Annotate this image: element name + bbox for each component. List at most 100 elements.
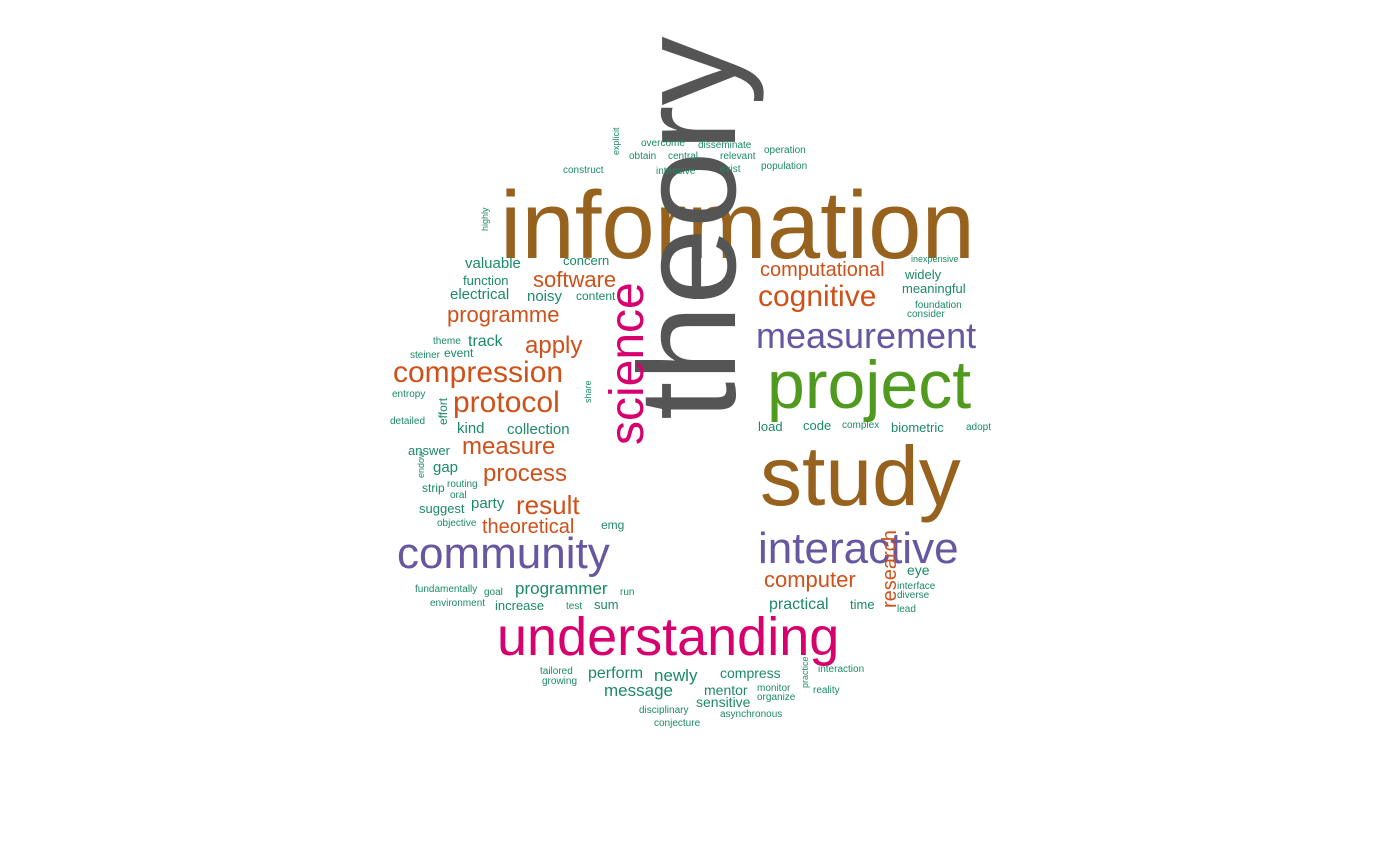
word-computer: computer (764, 567, 856, 592)
word-disseminate: disseminate (698, 140, 752, 151)
word-growing: growing (542, 676, 577, 687)
word-endow: endow (416, 451, 426, 478)
word-measurement: measurement (756, 315, 976, 356)
word-apply: apply (525, 332, 582, 359)
word-routing: routing (447, 479, 478, 490)
word-theory: theory (611, 36, 765, 420)
word-software: software (533, 267, 616, 292)
word-detailed: detailed (390, 416, 425, 427)
word-eye: eye (907, 562, 930, 578)
word-share: share (583, 380, 593, 403)
word-practice: practice (800, 656, 810, 688)
word-code: code (803, 418, 831, 433)
word-research: research (879, 530, 901, 608)
word-inexpensive: inexpensive (911, 254, 959, 264)
word-community: community (397, 529, 610, 578)
word-time: time (850, 597, 875, 612)
word-strip: strip (422, 481, 445, 495)
word-entropy: entropy (392, 389, 425, 400)
word-tailored: tailored (540, 666, 573, 677)
word-load: load (758, 419, 783, 434)
word-meaningful: meaningful (902, 281, 966, 296)
word-protocol: protocol (453, 386, 560, 419)
word-collection: collection (507, 421, 570, 438)
word-content: content (576, 289, 616, 303)
word-oral: oral (450, 490, 467, 501)
word-highly: highly (480, 207, 490, 231)
word-run: run (620, 587, 634, 598)
word-organize: organize (757, 692, 796, 703)
word-computational: computational (760, 259, 885, 281)
word-electrical: electrical (450, 286, 509, 303)
word-steiner: steiner (410, 350, 441, 361)
word-asynchronous: asynchronous (720, 709, 782, 720)
word-programmer: programmer (515, 579, 608, 598)
word-relevant: relevant (720, 151, 756, 162)
word-central: central (668, 151, 698, 162)
word-obtain: obtain (629, 151, 656, 162)
word-message: message (604, 681, 673, 700)
word-perform: perform (588, 665, 643, 682)
word-track: track (468, 333, 504, 350)
word-adopt: adopt (966, 422, 991, 433)
word-interaction: interaction (818, 664, 864, 675)
word-explicit: explicit (611, 127, 621, 155)
word-gap: gap (433, 459, 458, 476)
word-concern: concern (563, 253, 609, 268)
word-study: study (760, 429, 961, 523)
word-answer: answer (408, 443, 451, 458)
word-disciplinary: disciplinary (639, 705, 688, 716)
word-sum: sum (594, 597, 619, 612)
word-compression: compression (393, 356, 563, 389)
word-interactive: interactive (758, 524, 959, 573)
word-information: information (500, 172, 975, 279)
word-measure: measure (462, 433, 555, 460)
word-increase: increase (495, 598, 544, 613)
word-test: test (566, 601, 582, 612)
word-understanding: understanding (497, 607, 839, 667)
word-emg: emg (601, 518, 624, 532)
word-cognitive: cognitive (758, 280, 876, 313)
word-environment: environment (430, 598, 485, 609)
word-effort: effort (436, 397, 450, 425)
word-operation: operation (764, 145, 806, 156)
word-objective: objective (437, 518, 477, 529)
word-function: function (463, 273, 509, 288)
word-kind: kind (457, 420, 485, 437)
word-exist: exist (720, 164, 741, 175)
word-overcome: overcome (641, 138, 685, 149)
word-practical: practical (769, 596, 829, 613)
word-widely: widely (904, 267, 942, 282)
word-consider: consider (907, 309, 945, 320)
word-sensitive: sensitive (696, 694, 751, 710)
word-interface: interface (897, 581, 936, 592)
word-diverse: diverse (897, 590, 930, 601)
word-population: population (761, 161, 807, 172)
word-foundation: foundation (915, 300, 962, 311)
word-programme: programme (447, 302, 559, 327)
word-result: result (516, 490, 580, 520)
word-science: science (601, 282, 654, 445)
word-goal: goal (484, 587, 503, 598)
word-suggest: suggest (419, 501, 465, 516)
word-reality: reality (813, 685, 840, 696)
word-project: project (767, 347, 971, 423)
word-process: process (483, 460, 567, 487)
word-noisy: noisy (527, 288, 563, 305)
word-theoretical: theoretical (482, 516, 574, 538)
word-mentor: mentor (704, 682, 748, 698)
word-biometric: biometric (891, 420, 944, 435)
word-construct: construct (563, 165, 604, 176)
word-valuable: valuable (465, 255, 521, 272)
word-party: party (471, 495, 505, 512)
word-compress: compress (720, 665, 781, 681)
word-theme: theme (433, 336, 461, 347)
word-conjecture: conjecture (654, 718, 701, 729)
word-monitor: monitor (757, 683, 791, 694)
word-complex: complex (842, 420, 879, 431)
word-intensive: intensive (656, 166, 696, 177)
word-lead: lead (897, 604, 916, 615)
